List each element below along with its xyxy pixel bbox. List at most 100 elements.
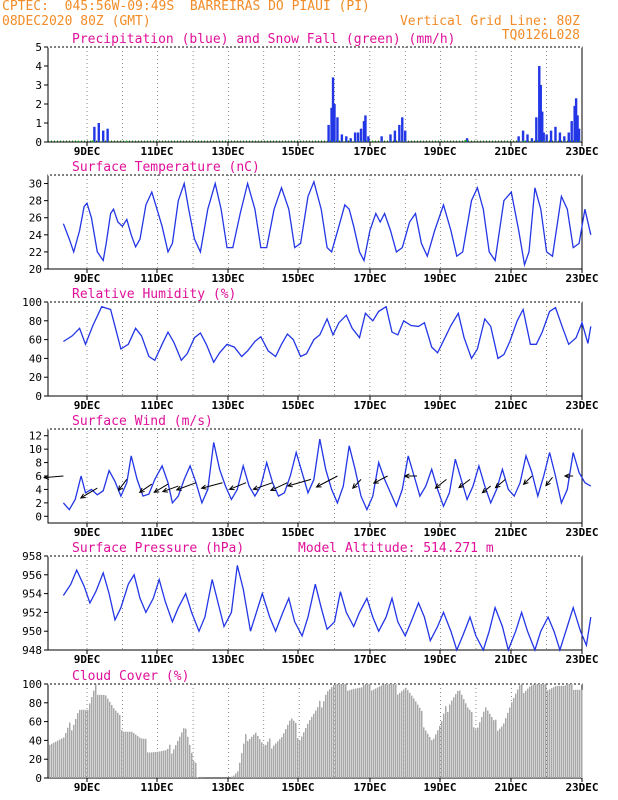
x-tick-label: 15DEC (281, 781, 314, 794)
x-tick-label: 13DEC (211, 145, 244, 158)
cloud-bar (85, 709, 87, 778)
wind-arrow-head (494, 482, 501, 489)
bar (371, 141, 375, 142)
cloud-bar (63, 737, 65, 778)
bar (523, 141, 526, 142)
cloud-bar (419, 707, 421, 778)
cloud-bar (475, 729, 477, 778)
cloud-bar (61, 738, 63, 778)
cloud-bar (201, 776, 203, 778)
bar (563, 136, 566, 142)
panel-title: Precipitation (blue) and Snow Fall (gree… (72, 32, 456, 47)
y-tick-label: 0 (35, 772, 42, 785)
wind-arrow-head (200, 484, 207, 490)
cloud-bar (497, 730, 499, 778)
cloud-bar (67, 727, 69, 778)
wind-arrow-head (43, 474, 50, 480)
cloud-bar (189, 744, 191, 778)
x-tick-label: 13DEC (211, 399, 244, 412)
cloud-bar (539, 684, 541, 778)
cloud-bar (289, 720, 291, 778)
cloud-bar (363, 685, 365, 778)
cloud-bar (463, 699, 465, 778)
cloud-bar (245, 734, 247, 778)
cloud-bar (269, 738, 271, 778)
panel-3 (43, 428, 592, 527)
bar (558, 132, 562, 142)
bar (404, 130, 407, 142)
wind-arrow-head (228, 485, 235, 491)
cloud-bar (519, 685, 521, 778)
cloud-bar (51, 743, 53, 778)
cloud-bar (485, 707, 487, 778)
y-tick-label: 30 (29, 178, 42, 191)
cloud-bar (317, 707, 319, 778)
panel-title: Cloud Cover (%) (72, 669, 189, 684)
cloud-bar (151, 752, 153, 778)
panel-4 (44, 555, 592, 654)
cloud-bar (499, 728, 501, 778)
cloud-bar (249, 738, 251, 778)
y-tick-label: 100 (22, 678, 42, 691)
cloud-bar (157, 751, 159, 778)
y-tick-label: 80 (29, 697, 42, 710)
wind-arrow (176, 482, 197, 491)
cloud-bar (275, 743, 277, 778)
cloud-bar (439, 725, 441, 778)
x-tick-label: 9DEC (74, 653, 101, 666)
cloud-bar (175, 745, 177, 778)
wind-arrow-head (372, 478, 379, 484)
cloud-bar (235, 773, 237, 778)
y-tick-label: 954 (22, 588, 42, 601)
x-tick-label: 19DEC (423, 526, 456, 539)
cloud-bar (237, 771, 239, 778)
bar (542, 132, 545, 142)
x-tick-label: 21DEC (494, 145, 527, 158)
cloud-bar (477, 727, 479, 778)
y-tick-label: 6 (35, 470, 42, 483)
cloud-bar (315, 710, 317, 778)
cloud-bar (349, 690, 351, 778)
cloud-bar (81, 709, 83, 778)
cloud-bar (571, 684, 573, 778)
cloud-bar (389, 684, 391, 778)
cloud-bar (327, 691, 329, 778)
bar (364, 115, 367, 142)
y-tick-label: 4 (35, 60, 42, 73)
x-tick-label: 11DEC (140, 653, 173, 666)
y-tick-label: 956 (22, 569, 42, 582)
bar (521, 130, 525, 142)
cloud-bar (93, 690, 95, 778)
cloud-bar (555, 686, 557, 778)
series-line (62, 565, 592, 653)
bar (125, 141, 128, 142)
cloud-bar (323, 701, 325, 778)
cloud-bar (165, 750, 167, 778)
wind-arrow-head (481, 487, 488, 494)
wind-arrow-head (351, 483, 358, 489)
bar (389, 134, 392, 142)
cloud-bar (459, 690, 461, 778)
y-tick-label: 5 (35, 41, 42, 54)
cloud-bar (251, 736, 253, 778)
cloud-bar (345, 684, 347, 778)
cloud-bar (89, 703, 91, 778)
cloud-bar (183, 728, 185, 778)
x-tick-label: 9DEC (74, 145, 101, 158)
cloud-bar (167, 748, 169, 778)
cloud-bar (551, 688, 553, 778)
x-tick-label: 17DEC (353, 399, 386, 412)
cloud-bar (247, 741, 249, 778)
wind-arrow-head (153, 487, 160, 493)
cloud-bar (471, 711, 473, 778)
wind-arrow (373, 475, 388, 484)
cloud-bar (451, 700, 453, 778)
cloud-bar (429, 737, 431, 778)
cloud-bar (163, 750, 165, 778)
cloud-bar (119, 714, 121, 778)
y-tick-label: 8 (35, 457, 42, 470)
cloud-bar (529, 686, 531, 778)
cloud-bar (257, 735, 259, 778)
header-station-code: TQ0126L028 (501, 28, 580, 43)
cloud-bar (149, 752, 151, 778)
